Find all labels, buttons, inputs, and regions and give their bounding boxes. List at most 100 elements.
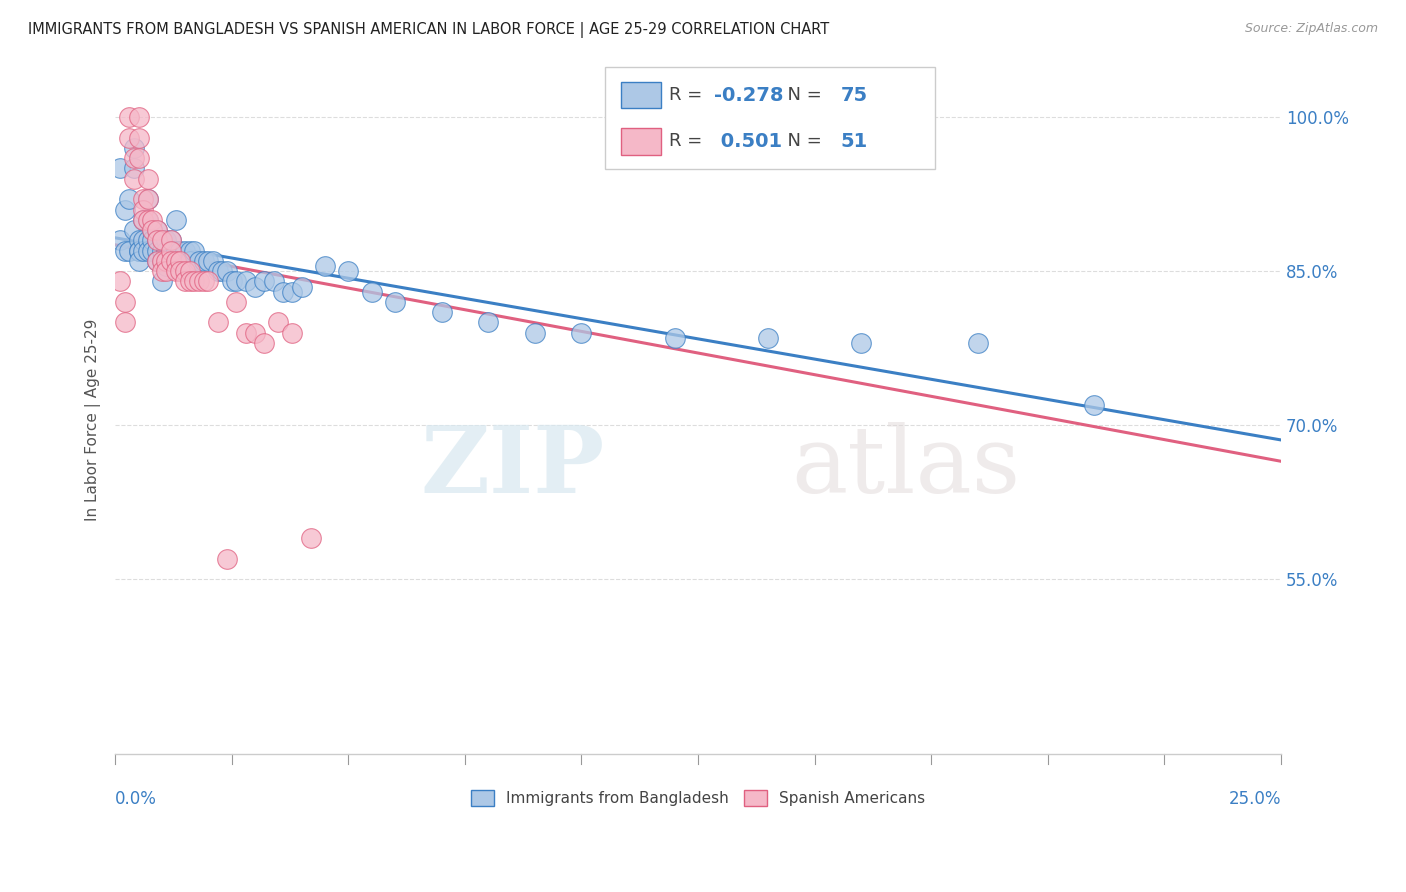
Point — [128, 233, 150, 247]
Point — [146, 233, 169, 247]
Point — [155, 253, 177, 268]
Point — [132, 233, 155, 247]
Point — [664, 331, 686, 345]
Point — [851, 335, 873, 350]
Point — [183, 274, 205, 288]
Point — [118, 110, 141, 124]
Point — [114, 244, 136, 258]
Point — [188, 274, 211, 288]
Point — [756, 331, 779, 345]
Point — [174, 259, 197, 273]
Point — [169, 253, 191, 268]
Point — [150, 233, 173, 247]
Point — [235, 326, 257, 340]
Text: N =: N = — [776, 87, 828, 104]
Point — [160, 233, 183, 247]
Point — [477, 315, 499, 329]
Point — [360, 285, 382, 299]
Point — [141, 223, 163, 237]
Text: R =: R = — [669, 87, 709, 104]
Point — [132, 192, 155, 206]
Point — [128, 151, 150, 165]
Text: 25.0%: 25.0% — [1229, 790, 1281, 808]
Point — [571, 326, 593, 340]
Point — [136, 192, 159, 206]
Point — [150, 274, 173, 288]
Point — [299, 531, 322, 545]
Point — [122, 141, 145, 155]
Text: IMMIGRANTS FROM BANGLADESH VS SPANISH AMERICAN IN LABOR FORCE | AGE 25-29 CORREL: IMMIGRANTS FROM BANGLADESH VS SPANISH AM… — [28, 22, 830, 38]
Point — [169, 253, 191, 268]
Point — [174, 274, 197, 288]
Point — [160, 233, 183, 247]
Point — [108, 274, 131, 288]
Point — [207, 315, 229, 329]
Point — [132, 202, 155, 217]
Text: atlas: atlas — [792, 422, 1021, 512]
Point — [128, 244, 150, 258]
Point — [174, 244, 197, 258]
Point — [150, 264, 173, 278]
Point — [267, 315, 290, 329]
Point — [122, 151, 145, 165]
Point — [136, 212, 159, 227]
Point — [118, 130, 141, 145]
Text: 51: 51 — [841, 132, 868, 151]
Point — [281, 285, 304, 299]
Point — [165, 253, 187, 268]
Point — [136, 233, 159, 247]
Point — [108, 233, 131, 247]
Point — [253, 274, 276, 288]
Point — [217, 551, 239, 566]
Point — [211, 264, 233, 278]
Point — [165, 212, 187, 227]
Point — [146, 253, 169, 268]
Point — [155, 259, 177, 273]
Point — [160, 244, 183, 258]
Point — [122, 223, 145, 237]
Point — [165, 253, 187, 268]
Point — [664, 110, 686, 124]
Point — [197, 274, 219, 288]
Point — [207, 264, 229, 278]
Point — [114, 315, 136, 329]
Point — [235, 274, 257, 288]
Point — [108, 161, 131, 176]
Point — [146, 223, 169, 237]
Point — [160, 244, 183, 258]
Legend: Immigrants from Bangladesh, Spanish Americans: Immigrants from Bangladesh, Spanish Amer… — [465, 784, 931, 813]
Point — [150, 253, 173, 268]
Point — [150, 253, 173, 268]
Point — [183, 244, 205, 258]
Point — [146, 233, 169, 247]
Text: ZIP: ZIP — [420, 422, 605, 512]
Text: 0.501: 0.501 — [714, 132, 782, 151]
Point — [155, 233, 177, 247]
Text: 0.0%: 0.0% — [115, 790, 157, 808]
Point — [174, 264, 197, 278]
Point — [128, 110, 150, 124]
Point — [314, 259, 336, 273]
Point — [243, 279, 266, 293]
Point — [155, 264, 177, 278]
Text: N =: N = — [776, 132, 828, 150]
Point — [202, 253, 225, 268]
Point — [128, 130, 150, 145]
Point — [179, 274, 201, 288]
Point — [281, 326, 304, 340]
Point — [165, 244, 187, 258]
Point — [136, 171, 159, 186]
Point — [118, 244, 141, 258]
Point — [136, 244, 159, 258]
Point — [225, 294, 247, 309]
Point — [523, 326, 546, 340]
Point — [118, 192, 141, 206]
Point — [193, 253, 215, 268]
Point — [337, 264, 360, 278]
Point — [132, 212, 155, 227]
Point — [146, 253, 169, 268]
Point — [136, 192, 159, 206]
Point — [179, 253, 201, 268]
Point — [155, 244, 177, 258]
Point — [263, 274, 285, 288]
